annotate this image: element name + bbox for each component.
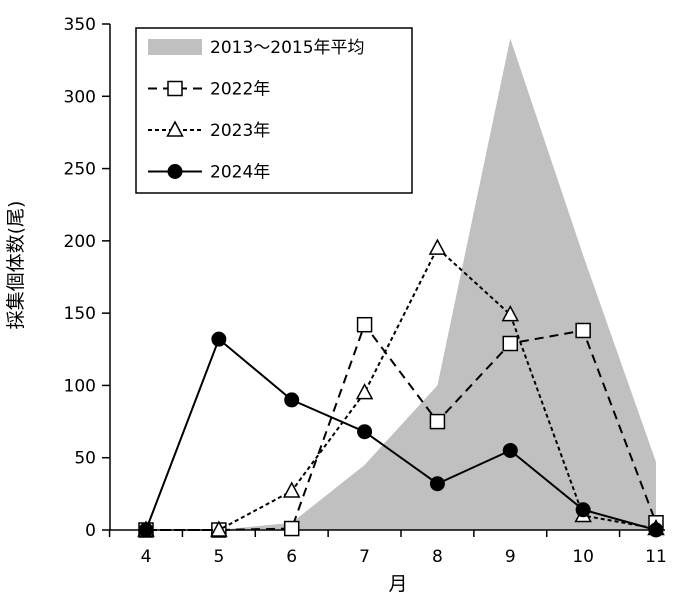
- y-tick-label: 200: [64, 232, 96, 252]
- x-tick-label: 4: [141, 547, 152, 567]
- x-tick-label: 9: [505, 547, 516, 567]
- x-tick-label: 8: [432, 547, 443, 567]
- x-tick-label: 10: [572, 547, 594, 567]
- y-tick-label: 150: [64, 304, 96, 324]
- series-point: [648, 522, 664, 538]
- legend-items: 2013～2015年平均 2022年 2023年 2024年: [148, 38, 365, 183]
- series-line: [146, 322, 657, 531]
- x-tick-label: 5: [213, 547, 224, 567]
- series-point: [356, 316, 373, 333]
- y-tick-label: 0: [85, 521, 96, 541]
- series-line: [145, 337, 657, 531]
- legend-box: [135, 27, 413, 194]
- area-series: [146, 38, 656, 530]
- legend-marker: [167, 80, 183, 97]
- series-point: [282, 481, 301, 498]
- y-tick-label: 50: [74, 449, 96, 469]
- series-line: [146, 246, 657, 531]
- y-tick-label: 250: [64, 160, 96, 180]
- y-tick-label: 100: [64, 376, 96, 396]
- series-point: [429, 413, 446, 430]
- legend: 2013～2015年平均 2022年 2023年 2024年: [135, 27, 413, 194]
- series-point: [575, 322, 591, 339]
- series-point: [428, 238, 447, 255]
- ticks-layer: 0 50 100 150 200 250 300 350 4 5 6 7 8 9 10 11: [64, 15, 667, 567]
- series-point: [138, 522, 154, 538]
- series-point: [501, 305, 520, 322]
- legend-label: 2024年: [210, 163, 270, 183]
- y-tick-label: 300: [64, 87, 96, 107]
- series-point: [211, 331, 227, 347]
- y-axis-title: 採集個体数(尾): [5, 201, 27, 330]
- series-point: [355, 383, 374, 400]
- area-layer: [146, 38, 656, 530]
- series-point: [283, 520, 300, 537]
- legend-label: 2023年: [210, 121, 270, 141]
- x-axis-title: 月: [388, 573, 407, 595]
- legend-swatch: [148, 39, 202, 55]
- series-point: [502, 335, 519, 352]
- series-point: [575, 502, 591, 518]
- x-tick-label: 6: [286, 547, 297, 567]
- series-point: [502, 442, 518, 458]
- x-tick-label: 11: [645, 547, 667, 567]
- y-tick-label: 350: [64, 15, 96, 35]
- legend-marker: [167, 164, 183, 179]
- x-tick-label: 7: [359, 547, 370, 567]
- series-point: [284, 392, 300, 408]
- series-point: [429, 476, 445, 492]
- series-point: [357, 424, 373, 440]
- series-point: [210, 520, 228, 537]
- legend-label: 2022年: [210, 80, 270, 100]
- legend-marker: [166, 120, 184, 137]
- legend-label: 2013～2015年平均: [210, 38, 365, 58]
- series-layer: [137, 238, 665, 538]
